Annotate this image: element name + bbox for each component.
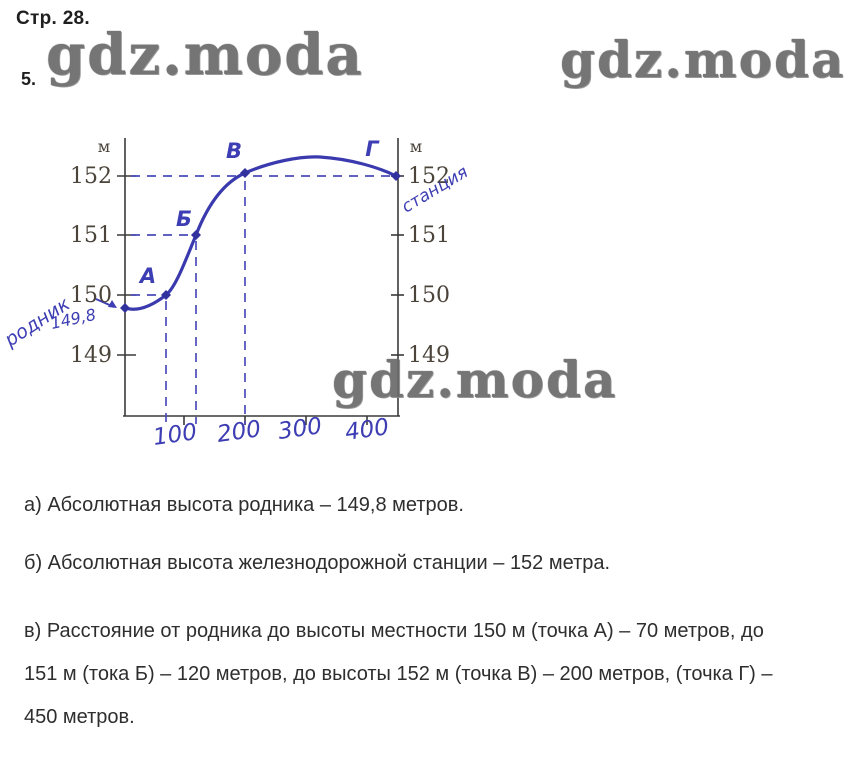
- answer-v-line-2: 151 м (тока Б) – 120 метров, до высоты 1…: [24, 663, 773, 685]
- ytick-right-149: 149: [408, 343, 450, 368]
- point-markers: [120, 168, 401, 313]
- xtick-400: 400: [343, 414, 390, 446]
- marker-g: [391, 171, 401, 181]
- elevation-profile-chart: м м 152 151 150 149 152 151 150 149 100 …: [0, 125, 500, 470]
- answer-a: а) Абсолютная высота родника – 149,8 мет…: [24, 494, 464, 516]
- answer-b: б) Абсолютная высота железнодорожной ста…: [24, 552, 611, 574]
- point-label-g: Г: [365, 137, 380, 161]
- point-label-a: А: [138, 264, 156, 288]
- unit-label-left: м: [98, 137, 110, 156]
- marker-a: [161, 290, 171, 300]
- answer-v-line-3: 450 метров.: [24, 706, 135, 728]
- page-header: Стр. 28.: [16, 8, 91, 29]
- xtick-200: 200: [215, 416, 262, 448]
- ytick-left-150: 150: [70, 283, 112, 308]
- answer-v-line-1: в) Расстояние от родника до высоты местн…: [24, 620, 764, 642]
- watermark-top-left: gdz.moda: [46, 22, 364, 88]
- elevation-profile-svg: м м 152 151 150 149 152 151 150 149 100 …: [0, 137, 472, 451]
- xtick-100: 100: [151, 419, 198, 451]
- problem-number: 5.: [21, 69, 37, 89]
- elevation-curve: [123, 155, 398, 311]
- y-tick-labels-right: 152 151 150 149: [408, 164, 450, 368]
- marker-spring: [120, 303, 130, 313]
- watermark-top-right: gdz.moda: [560, 30, 846, 89]
- ytick-right-150: 150: [408, 283, 450, 308]
- spring-arrow-icon: [95, 298, 117, 308]
- dashed-guides: [131, 175, 390, 424]
- ytick-right-152: 152: [408, 164, 450, 189]
- answers-block: а) Абсолютная высота родника – 149,8 мет…: [24, 494, 839, 739]
- chart-axes: [117, 138, 404, 425]
- marker-v: [240, 168, 250, 178]
- ytick-right-151: 151: [408, 223, 450, 248]
- xtick-300: 300: [276, 413, 323, 445]
- marker-b: [191, 230, 201, 240]
- x-tick-labels: 100 200 300 400: [151, 413, 390, 451]
- unit-label-right: м: [410, 137, 422, 156]
- point-label-b: Б: [176, 207, 192, 231]
- point-label-v: В: [226, 139, 242, 163]
- watermark-middle: gdz.moda: [332, 350, 618, 409]
- ytick-left-152: 152: [70, 164, 112, 189]
- ytick-left-151: 151: [70, 223, 112, 248]
- ytick-left-149: 149: [70, 343, 112, 368]
- answer-v: в) Расстояние от родника до высоты местн…: [24, 610, 839, 739]
- y-tick-labels-left: 152 151 150 149: [70, 164, 112, 368]
